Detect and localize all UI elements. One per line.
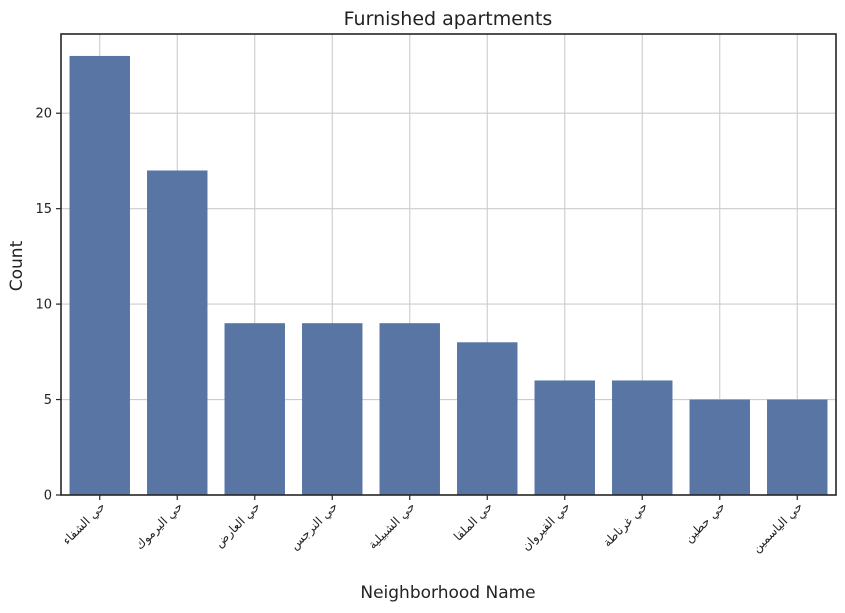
bar: [379, 323, 440, 495]
bar: [767, 399, 828, 495]
y-tick-label: 15: [35, 202, 52, 217]
y-ticks: 0 5 10 15 20: [35, 107, 61, 504]
x-tick-label: حي الشبيلية: [365, 499, 417, 551]
x-ticks: حي الشفاء حي اليرموك حي العارض حي النرجس حي …: [60, 495, 806, 556]
x-tick-label: حي العارض: [212, 499, 264, 551]
y-tick-label: 20: [35, 107, 52, 122]
bars: [69, 55, 828, 495]
bar: [457, 342, 518, 495]
bar: [302, 323, 363, 495]
x-tick-label: حي القيروان: [519, 499, 574, 554]
bar: [147, 170, 208, 495]
y-tick-label: 5: [44, 393, 52, 408]
plot-frame: [60, 33, 837, 496]
bar: [69, 55, 130, 495]
bar: [612, 380, 673, 495]
x-tick-label: حي غرناطة: [600, 499, 651, 550]
x-tick-label: حي الياسمين: [749, 499, 806, 556]
chart-title: Furnished apartments: [344, 8, 553, 30]
y-tick-label: 0: [44, 489, 52, 504]
bar: [689, 399, 750, 495]
x-tick-label: حي الشفاء: [60, 499, 108, 547]
x-tick-label: حي النرجس: [287, 499, 341, 553]
x-tick-label: حي حطين: [682, 499, 729, 546]
y-axis-label: Count: [7, 240, 27, 291]
x-tick-label: حي الملقا: [451, 499, 495, 543]
y-tick-label: 10: [35, 298, 52, 313]
x-tick-label: حي اليرموك: [132, 499, 186, 553]
x-axis-label: Neighborhood Name: [360, 583, 535, 603]
bar: [534, 380, 595, 495]
bar: [224, 323, 285, 495]
